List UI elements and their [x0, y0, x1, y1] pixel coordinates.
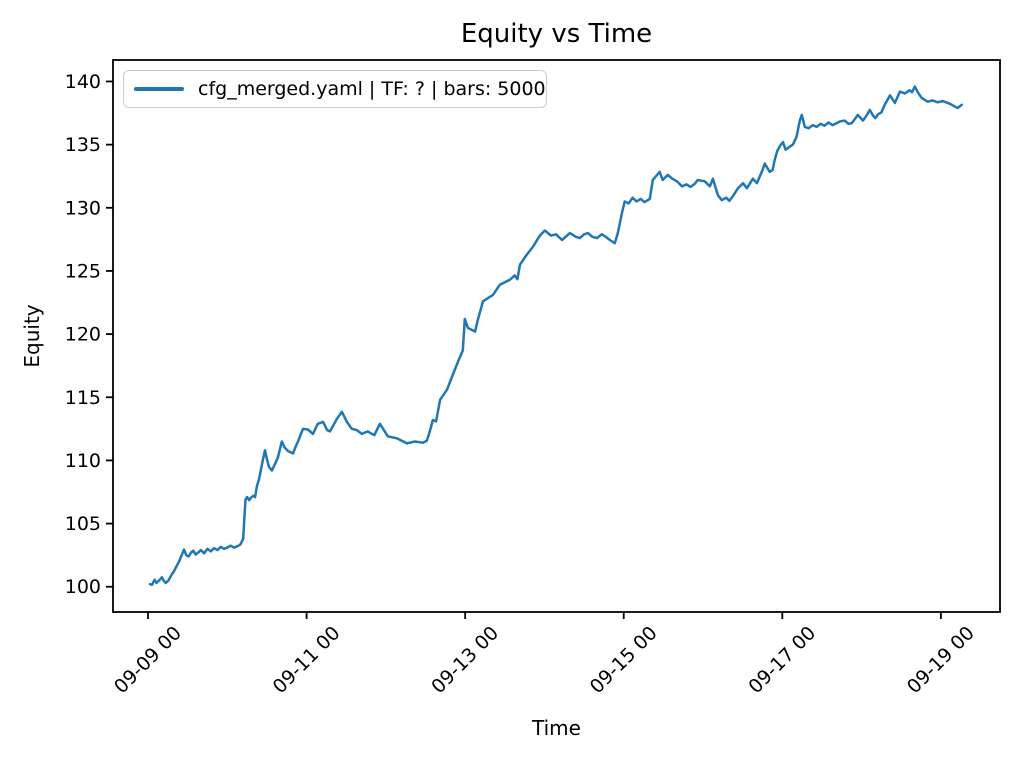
x-tick-label: 09-15 00: [586, 622, 662, 698]
y-axis-label: Equity: [20, 304, 44, 368]
y-tick-label: 130: [65, 197, 101, 219]
y-tick-label: 100: [65, 576, 101, 598]
x-tick-label: 09-09 00: [110, 622, 186, 698]
x-tick-label: 09-11 00: [269, 622, 345, 698]
x-tick-label: 09-19 00: [903, 622, 979, 698]
legend: cfg_merged.yaml | TF: ? | bars: 5000: [123, 70, 547, 108]
y-tick-label: 105: [65, 513, 101, 535]
x-tick-label: 09-17 00: [744, 622, 820, 698]
y-tick-label: 125: [65, 260, 101, 282]
chart-title: Equity vs Time: [460, 19, 653, 49]
plot-border: [112, 59, 1001, 613]
legend-line-swatch: [134, 87, 184, 91]
y-tick-label: 115: [65, 387, 101, 409]
y-tick-label: 135: [65, 134, 101, 156]
y-tick-label: 110: [65, 450, 101, 472]
x-axis-label: Time: [532, 716, 581, 740]
equity-line: [148, 85, 963, 587]
x-tick-label: 09-13 00: [427, 622, 503, 698]
y-tick-label: 120: [65, 324, 101, 346]
y-tick-label: 140: [65, 71, 101, 93]
legend-entry-label: cfg_merged.yaml | TF: ? | bars: 5000: [198, 78, 546, 100]
